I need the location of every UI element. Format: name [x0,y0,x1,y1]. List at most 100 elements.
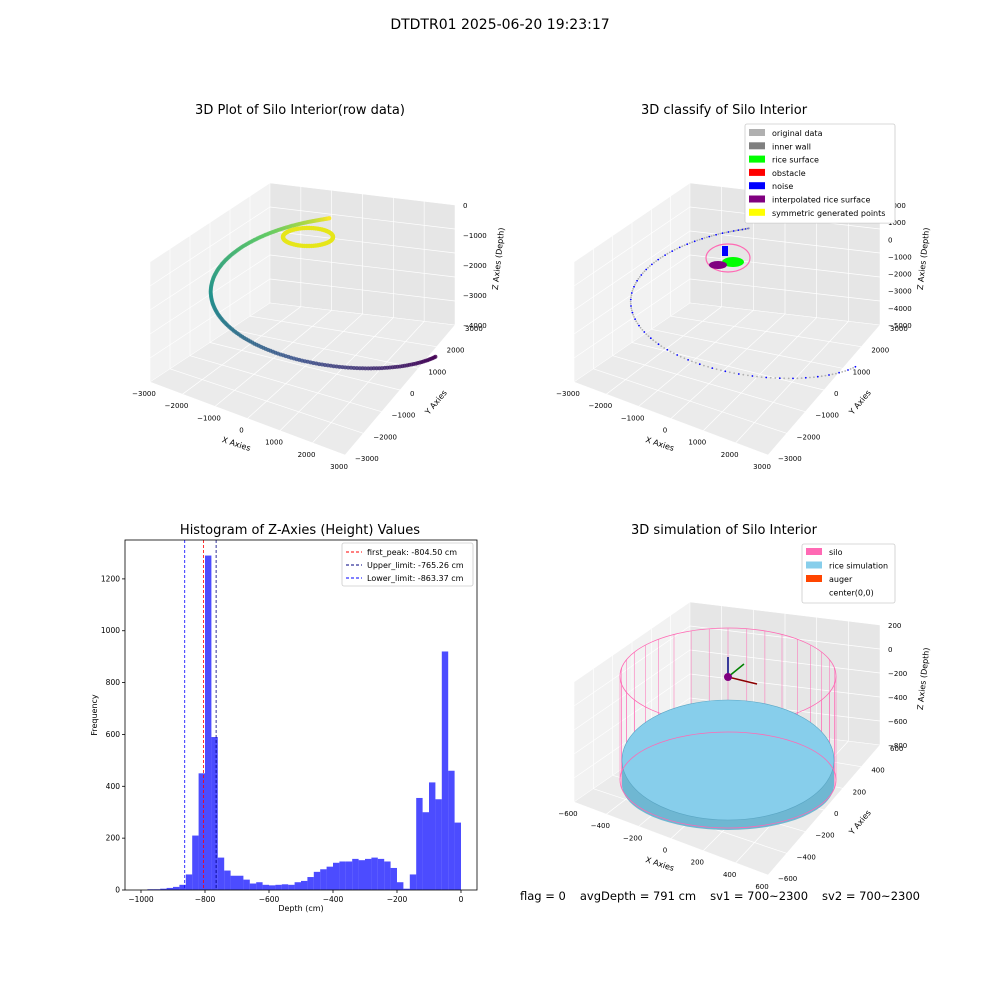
histogram-bar [435,799,442,890]
x-tick-label: 0 [459,895,464,904]
x-tick-label: 3000 [330,463,348,471]
grid-line [149,278,271,359]
data-point [686,243,689,246]
data-point [820,375,823,378]
legend-swatch [749,208,765,216]
data-point [635,281,637,284]
x-tick-label: 1000 [265,439,283,447]
data-point [327,216,332,221]
data-point [854,365,857,368]
legend-swatch [749,142,765,150]
histogram-bar [275,884,282,890]
x-tick-label: 0 [239,427,243,435]
grid-line [573,254,691,335]
status-sv1: sv1 = 700~2300 [710,889,809,903]
grid-line [214,310,332,407]
x-axis-label: X Axies [644,435,675,453]
histogram-bar [397,882,404,890]
legend-swatch [806,561,822,569]
x-tick-label: −400 [591,822,610,830]
histogram-bar [269,885,276,890]
data-point [800,377,803,379]
data-point [360,366,365,371]
y-tick-label: 1200 [101,574,120,583]
status-sv2: sv2 = 700~2300 [822,889,920,903]
classify-legend [744,123,896,224]
z-tick-label: −3000 [888,288,912,296]
data-point [731,230,733,233]
data-point [649,265,651,267]
histogram-bar [205,555,212,890]
histogram-bar [179,884,186,890]
grid-line [689,625,881,650]
x-axis-label: X Axies [221,435,252,453]
z-tick-label: −2000 [463,262,487,270]
x-tick-label: −2000 [165,402,189,410]
data-point [747,374,749,377]
data-point [711,367,714,369]
data-point [778,377,781,380]
x-tick-label: −3000 [556,390,580,398]
simulation-plot-title: 3D simulation of Silo Interior [631,523,817,538]
data-point [720,369,722,372]
data-point [756,375,758,378]
data-point [698,363,701,366]
legend-swatch [749,168,765,176]
legend-swatch [749,195,765,203]
data-point [733,372,736,375]
data-point [630,309,633,312]
histogram-bar [377,858,385,890]
legend-swatch [806,548,822,555]
legend-label: interpolated rice surface [772,196,870,205]
x-tick-label: 400 [723,871,736,879]
z-tick-label: −2000 [888,271,912,279]
z-tick-label: −600 [888,718,907,726]
histogram-bar [211,737,218,890]
data-point [787,377,790,380]
data-point [792,377,794,380]
auger-axis-x [727,676,758,685]
x-tick-label: −1000 [197,414,221,422]
data-point [657,343,660,346]
data-point [671,250,674,253]
histogram-bar [448,770,455,890]
x-tick-label: −600 [558,810,577,818]
data-point [748,227,750,230]
grid-line [689,649,881,674]
grid-line [149,206,271,287]
histogram-bar [217,857,225,890]
data-point [713,234,715,237]
data-point [343,365,348,370]
data-point [633,285,635,288]
legend-label: Lower_limit: -863.37 cm [367,574,464,583]
data-point [369,366,374,371]
legend-label: obstacle [772,169,806,178]
data-point [354,366,359,371]
data-point [636,279,638,282]
histogram-title: Histogram of Z-Axies (Height) Values [179,523,421,538]
grid-line [735,321,849,444]
data-point [736,229,738,232]
histogram-bar [352,858,359,890]
y-tick-label: −1000 [392,412,416,420]
data-point [737,229,740,232]
data-point [703,237,706,239]
data-point [751,375,754,377]
data-point [630,294,633,297]
legend-swatch [749,182,765,190]
data-point [630,305,632,307]
data-point [663,347,666,349]
data-point [655,260,657,262]
data-point [660,345,663,347]
data-point [694,361,697,364]
grid-line [703,317,817,431]
grid-line [573,206,691,287]
grid-line [689,673,881,698]
simulation-legend [801,543,896,604]
data-point [732,230,735,232]
data-point [637,277,640,280]
data-point [630,292,633,294]
data-point [635,320,638,323]
data-point [632,313,634,316]
noise-points [722,246,728,256]
